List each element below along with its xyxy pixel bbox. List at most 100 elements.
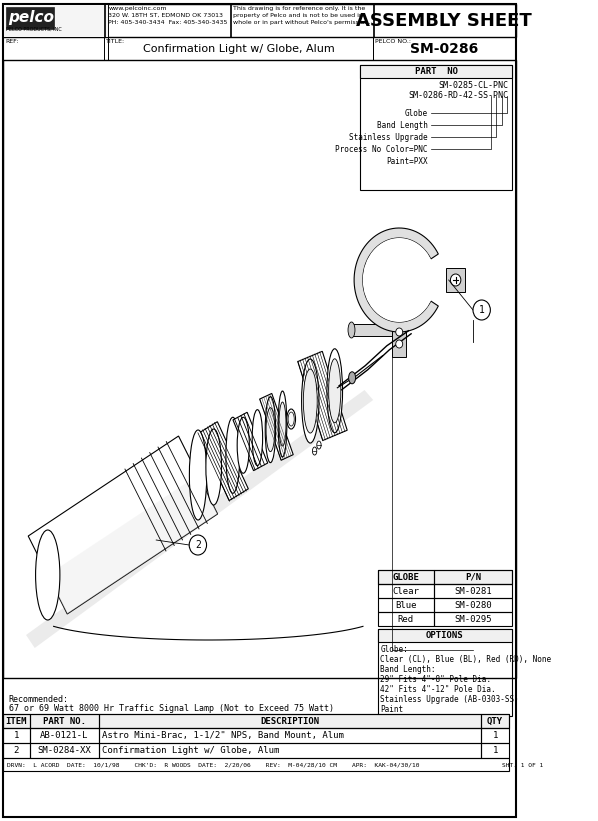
- Text: SM-0295: SM-0295: [454, 614, 492, 623]
- Circle shape: [396, 340, 402, 348]
- Bar: [29, 743, 99, 758]
- Bar: [104, 37, 373, 60]
- Bar: [360, 65, 512, 78]
- Text: Band Length:: Band Length:: [380, 665, 435, 674]
- Ellipse shape: [348, 322, 355, 338]
- Ellipse shape: [303, 369, 317, 433]
- Text: REF:: REF:: [5, 39, 19, 44]
- Text: 1: 1: [479, 305, 484, 315]
- Ellipse shape: [301, 359, 319, 443]
- Ellipse shape: [288, 412, 294, 426]
- Polygon shape: [48, 475, 218, 614]
- Ellipse shape: [36, 530, 60, 620]
- Bar: [377, 570, 434, 584]
- Bar: [4, 714, 509, 728]
- Text: 1: 1: [492, 731, 498, 740]
- Bar: [29, 714, 99, 728]
- Bar: [4, 60, 515, 678]
- Ellipse shape: [266, 397, 276, 463]
- Text: Globe:: Globe:: [380, 645, 408, 654]
- Text: ASSEMBLY SHEET: ASSEMBLY SHEET: [356, 11, 532, 30]
- Ellipse shape: [190, 430, 207, 520]
- Bar: [4, 758, 509, 771]
- Text: SM-0286: SM-0286: [410, 42, 478, 56]
- Text: This drawing is for reference only. It is the
property of Pelco and is not to be: This drawing is for reference only. It i…: [233, 6, 370, 25]
- Text: 29" Fits 4"-8" Pole Dia.: 29" Fits 4"-8" Pole Dia.: [380, 675, 491, 684]
- Text: www.pelcoinc.com
320 W. 18TH ST, EDMOND OK 73013
PH: 405-340-3434  Fax: 405-340-: www.pelcoinc.com 320 W. 18TH ST, EDMOND …: [108, 6, 228, 25]
- Ellipse shape: [329, 359, 341, 423]
- Text: PART NO.: PART NO.: [42, 717, 86, 726]
- Text: 1: 1: [492, 746, 498, 755]
- Text: Clear (CL), Blue (BL), Red (RD), None: Clear (CL), Blue (BL), Red (RD), None: [380, 655, 551, 664]
- Text: ITEM: ITEM: [6, 717, 28, 726]
- Text: PART  NO: PART NO: [414, 67, 457, 76]
- Text: AB-0121-L: AB-0121-L: [40, 731, 89, 740]
- Ellipse shape: [237, 417, 249, 473]
- Bar: [4, 4, 515, 37]
- Text: SM-0284-XX: SM-0284-XX: [37, 746, 91, 755]
- Text: Stainless Upgrade (AB-0303-SS): Stainless Upgrade (AB-0303-SS): [380, 695, 519, 704]
- Text: DESCRIPTION: DESCRIPTION: [260, 717, 319, 726]
- Circle shape: [473, 300, 490, 320]
- Text: Astro Mini-Brac, 1-1/2" NPS, Band Mount, Alum: Astro Mini-Brac, 1-1/2" NPS, Band Mount,…: [102, 731, 344, 740]
- Polygon shape: [233, 412, 268, 470]
- Bar: [377, 629, 512, 642]
- Text: Confirmation Light w/ Globe, Alum: Confirmation Light w/ Globe, Alum: [143, 44, 334, 53]
- Bar: [99, 728, 481, 743]
- Text: QTY: QTY: [487, 717, 503, 726]
- Polygon shape: [198, 422, 248, 501]
- Text: SM-0280: SM-0280: [454, 600, 492, 609]
- Ellipse shape: [266, 408, 274, 452]
- Bar: [434, 570, 512, 584]
- Ellipse shape: [312, 447, 317, 455]
- Bar: [377, 570, 512, 584]
- Bar: [4, 37, 515, 60]
- Ellipse shape: [279, 402, 286, 446]
- Text: 67 or 69 Watt 8000 Hr Traffic Signal Lamp (Not to Exceed 75 Watt): 67 or 69 Watt 8000 Hr Traffic Signal Lam…: [9, 704, 334, 713]
- Polygon shape: [260, 393, 293, 461]
- Text: GLOBE: GLOBE: [392, 572, 419, 581]
- Bar: [230, 4, 231, 37]
- Bar: [377, 612, 434, 626]
- PathPatch shape: [26, 390, 373, 648]
- Text: PELCO NO.:: PELCO NO.:: [375, 39, 411, 44]
- Text: TITLE:: TITLE:: [106, 39, 125, 44]
- Bar: [6, 7, 54, 29]
- Bar: [377, 584, 434, 598]
- Bar: [481, 743, 509, 758]
- Text: 42" Fits 4"-12" Pole Dia.: 42" Fits 4"-12" Pole Dia.: [380, 685, 496, 694]
- Text: Paint=PXX: Paint=PXX: [386, 157, 428, 166]
- Text: Band Length: Band Length: [377, 121, 428, 130]
- Circle shape: [396, 328, 402, 336]
- Bar: [377, 598, 434, 612]
- Text: OPTIONS: OPTIONS: [426, 631, 463, 640]
- Text: pelco: pelco: [8, 10, 54, 25]
- Bar: [434, 612, 512, 626]
- Bar: [29, 728, 99, 743]
- Polygon shape: [392, 317, 406, 357]
- Text: Clear: Clear: [392, 586, 419, 595]
- Text: Globe: Globe: [404, 109, 428, 118]
- Circle shape: [189, 535, 206, 555]
- Text: DRVN:  L ACORD  DATE:  10/1/98    CHK'D:  R WOODS  DATE:  2/20/06    REV:  M-04/: DRVN: L ACORD DATE: 10/1/98 CHK'D: R WOO…: [7, 762, 543, 767]
- Bar: [4, 728, 29, 743]
- Ellipse shape: [317, 441, 321, 449]
- Text: 2: 2: [195, 540, 201, 550]
- Polygon shape: [298, 351, 347, 441]
- Bar: [481, 728, 509, 743]
- Text: Recommended:: Recommended:: [9, 695, 69, 704]
- Bar: [481, 714, 509, 728]
- Bar: [4, 714, 29, 728]
- Text: Stainless Upgrade: Stainless Upgrade: [349, 133, 428, 142]
- Bar: [360, 65, 512, 190]
- Ellipse shape: [327, 349, 343, 433]
- Bar: [99, 743, 481, 758]
- Bar: [377, 629, 512, 716]
- Bar: [104, 4, 105, 37]
- Text: SM-0286-RD-42-SS-PNC: SM-0286-RD-42-SS-PNC: [408, 91, 508, 100]
- Text: P/N: P/N: [465, 572, 481, 581]
- Text: Blue: Blue: [395, 600, 416, 609]
- Ellipse shape: [206, 429, 221, 505]
- Circle shape: [450, 274, 461, 286]
- Polygon shape: [352, 324, 392, 336]
